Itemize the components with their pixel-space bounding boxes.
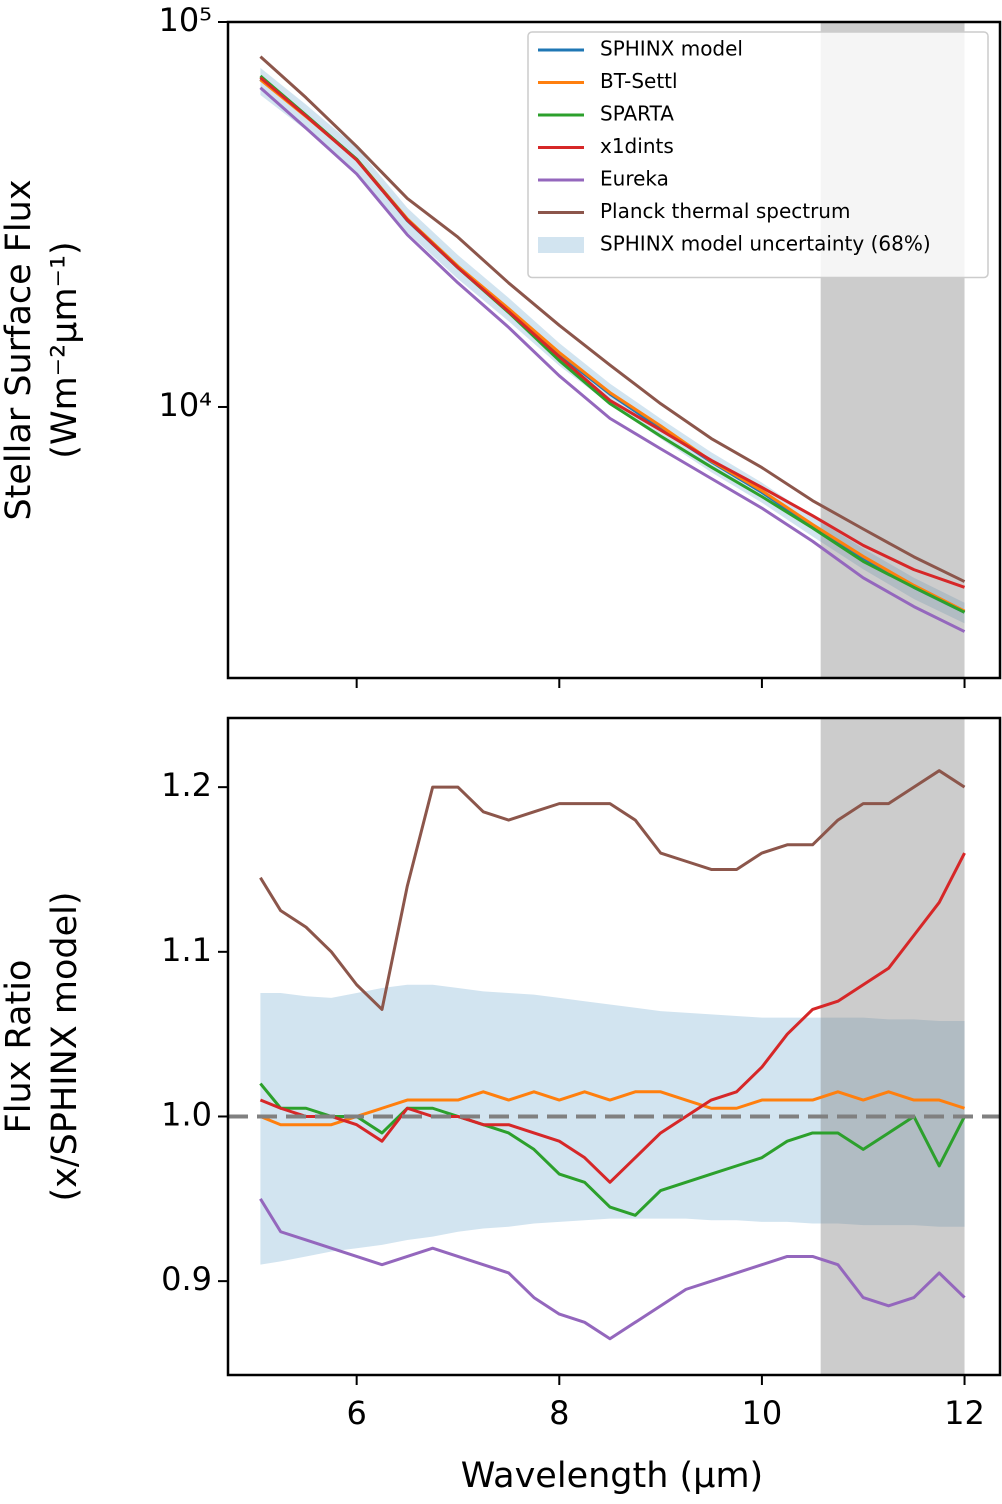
legend-label: SPHINX model — [600, 37, 743, 61]
legend-label: BT-Settl — [600, 69, 678, 93]
legend-label: SPARTA — [600, 102, 674, 126]
uncertainty-band — [260, 984, 965, 1265]
series-line — [259, 852, 966, 1184]
x-tick-label: 10 — [742, 1394, 783, 1432]
y-tick-label: 1.2 — [161, 766, 212, 804]
x-tick-label: 8 — [549, 1394, 569, 1432]
x-tick-label: 6 — [346, 1394, 366, 1432]
series-line — [259, 76, 966, 589]
legend-swatch — [538, 237, 584, 253]
series-line — [259, 1090, 966, 1127]
series-line — [259, 1198, 966, 1341]
y-tick-label: 10⁴ — [158, 386, 212, 424]
series-line — [259, 86, 966, 633]
legend-box — [527, 31, 989, 279]
y-tick-label: 10⁵ — [158, 1, 212, 39]
legend-label: SPHINX model uncertainty (68%) — [600, 232, 931, 256]
y-axis-label: (Wm⁻²μm⁻¹) — [45, 241, 85, 458]
legend-label: x1dints — [600, 134, 674, 158]
axes-frame — [226, 20, 1002, 680]
y-axis-label: (x/SPHINX model) — [45, 891, 85, 1201]
y-axis-label: Stellar Surface Flux — [0, 179, 39, 520]
axes-frame — [226, 716, 1002, 1377]
series-line — [259, 769, 966, 1011]
x-tick-label: 12 — [944, 1394, 985, 1432]
y-tick-label: 1.0 — [161, 1095, 212, 1133]
series-line — [259, 1082, 966, 1217]
x-axis-label: Wavelength (μm) — [461, 1456, 763, 1496]
legend-label: Eureka — [600, 167, 669, 191]
uncertainty-band — [260, 67, 965, 624]
legend-label: Planck thermal spectrum — [600, 199, 850, 223]
highlight-span — [820, 718, 965, 1375]
y-axis-label: Flux Ratio — [0, 960, 39, 1134]
y-tick-label: 1.1 — [161, 931, 212, 969]
series-line — [259, 55, 966, 583]
y-tick-label: 0.9 — [161, 1260, 212, 1298]
